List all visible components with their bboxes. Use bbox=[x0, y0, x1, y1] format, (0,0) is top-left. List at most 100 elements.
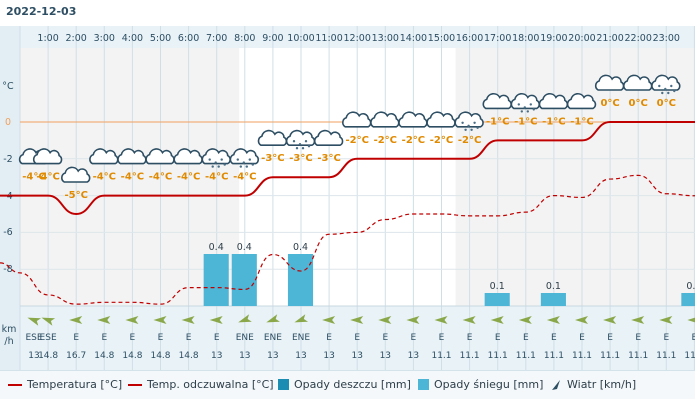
temperature-label: -3°C bbox=[289, 153, 312, 164]
hour-label: 1:00 bbox=[37, 33, 58, 44]
temperature-label: 0°C bbox=[657, 98, 676, 109]
snowflake-dot bbox=[214, 161, 217, 164]
y-tick-label: -8 bbox=[3, 264, 12, 275]
y-axis-panel bbox=[0, 26, 20, 370]
wind-speed-label: 11.1 bbox=[516, 351, 536, 361]
hour-label: 6:00 bbox=[178, 33, 199, 44]
cloud-icon bbox=[32, 148, 63, 165]
snow-cloud-icon bbox=[510, 93, 541, 113]
cloud-icon bbox=[257, 129, 288, 146]
snowflake-dot bbox=[517, 103, 520, 106]
wind-arrow-shape bbox=[69, 316, 83, 324]
temperature-label: -2°C bbox=[374, 135, 397, 146]
wind-speed-label: 11.1 bbox=[460, 351, 480, 361]
temperature-label: -1°C bbox=[542, 116, 565, 127]
wind-arrow-shape bbox=[322, 316, 336, 324]
wind-unit-label: km bbox=[2, 324, 17, 335]
feels-like-series-line bbox=[0, 174, 695, 305]
wind-arrow-icon bbox=[659, 316, 673, 324]
snowflake-dot bbox=[298, 143, 302, 146]
wind-speed-label: 13 bbox=[408, 351, 419, 361]
hour-label: 20:00 bbox=[568, 33, 595, 44]
wind-direction-label: E bbox=[382, 333, 388, 343]
cloud-icon bbox=[342, 111, 372, 128]
snowflake-dot bbox=[520, 110, 523, 113]
wind-direction-label: E bbox=[551, 333, 557, 343]
wind-direction-label: E bbox=[607, 333, 613, 343]
wind-direction-label: E bbox=[692, 333, 695, 343]
cloud-icon bbox=[313, 129, 344, 146]
cloud-shape bbox=[594, 74, 625, 91]
snowflake-dot bbox=[670, 84, 673, 88]
cloud-shape bbox=[566, 93, 597, 110]
wind-direction-label: E bbox=[467, 333, 473, 343]
snowflake-dot bbox=[464, 128, 467, 131]
legend-snow: Opady śniegu [mm] bbox=[418, 378, 543, 391]
snowflake-dot bbox=[211, 165, 214, 168]
wind-arrow-shape bbox=[631, 316, 645, 324]
snowflake-dot bbox=[251, 163, 254, 166]
snowflake-dot bbox=[470, 128, 473, 131]
wind-arrow-icon bbox=[378, 316, 392, 324]
wind-arrow-shape bbox=[27, 317, 42, 326]
snowflake-dot bbox=[301, 147, 305, 150]
wind-arrow-icon bbox=[27, 317, 42, 326]
wind-direction-label: E bbox=[579, 333, 585, 343]
wind-arrow-icon bbox=[266, 314, 280, 323]
snowflake-dot bbox=[529, 103, 532, 106]
snow-value-label: 0.1 bbox=[490, 281, 505, 292]
wind-arrow-icon bbox=[209, 316, 223, 324]
snow-bar bbox=[287, 254, 314, 306]
wind-speed-label: 11.1 bbox=[628, 351, 648, 361]
snowflake-dot bbox=[664, 87, 667, 91]
wind-arrow-shape bbox=[546, 316, 560, 324]
temperature-label: -1°C bbox=[486, 116, 509, 127]
snow-bar bbox=[484, 293, 510, 306]
wind-speed-label: 13 bbox=[380, 351, 391, 361]
wind-arrow-shape bbox=[125, 316, 139, 324]
hour-label: 17:00 bbox=[484, 33, 511, 44]
snowflake-dot bbox=[523, 106, 526, 109]
snow-value-label: 0.4 bbox=[237, 242, 252, 253]
snowflake-dot bbox=[292, 140, 296, 143]
feels-like-line-swatch bbox=[128, 383, 142, 386]
temperature-label: -2°C bbox=[458, 135, 481, 146]
wind-arrow-icon bbox=[181, 316, 195, 324]
hour-label: 3:00 bbox=[94, 33, 115, 44]
cloud-icon bbox=[117, 148, 147, 165]
cloud-shape bbox=[201, 148, 231, 165]
wind-direction-label: E bbox=[186, 333, 192, 343]
hour-label: 18:00 bbox=[512, 33, 539, 44]
hour-label: 13:00 bbox=[372, 33, 399, 44]
wind-arrow-icon bbox=[687, 316, 695, 324]
wind-direction-label: E bbox=[214, 333, 220, 343]
wind-arrow-shape bbox=[659, 316, 673, 324]
cloud-shape bbox=[342, 111, 372, 128]
legend-feels-like: Temp. odczuwalna [°C] bbox=[128, 378, 274, 391]
temperature-series-line bbox=[0, 121, 695, 216]
wind-arrow-shape bbox=[687, 316, 695, 324]
wind-speed-label: 11.1 bbox=[572, 351, 592, 361]
cloud-icon bbox=[482, 93, 512, 110]
temperature-label: -1°C bbox=[514, 116, 537, 127]
snow-bar bbox=[231, 254, 257, 306]
cloud-icon bbox=[61, 166, 91, 183]
cloud-shape bbox=[623, 74, 653, 91]
temperature-label: -2°C bbox=[402, 135, 425, 146]
hour-label: 9:00 bbox=[262, 33, 283, 44]
hour-label: 23:00 bbox=[653, 33, 680, 44]
snow-cloud-icon bbox=[201, 148, 231, 168]
night-shade-evening bbox=[455, 48, 695, 306]
temperature-label: -4°C bbox=[93, 172, 116, 183]
wind-arrow-icon bbox=[631, 316, 645, 324]
temperature-label: -4°C bbox=[22, 172, 45, 183]
wind-arrow-icon bbox=[153, 316, 167, 324]
temperature-line-swatch bbox=[8, 383, 22, 386]
wind-arrow-icon bbox=[546, 316, 560, 324]
cloud-shape bbox=[117, 148, 147, 165]
wind-arrow-icon bbox=[575, 316, 588, 324]
snow-bar bbox=[203, 254, 229, 306]
snow-swatch bbox=[418, 379, 429, 390]
cloud-shape bbox=[145, 148, 175, 165]
cloud-shape bbox=[651, 74, 681, 91]
